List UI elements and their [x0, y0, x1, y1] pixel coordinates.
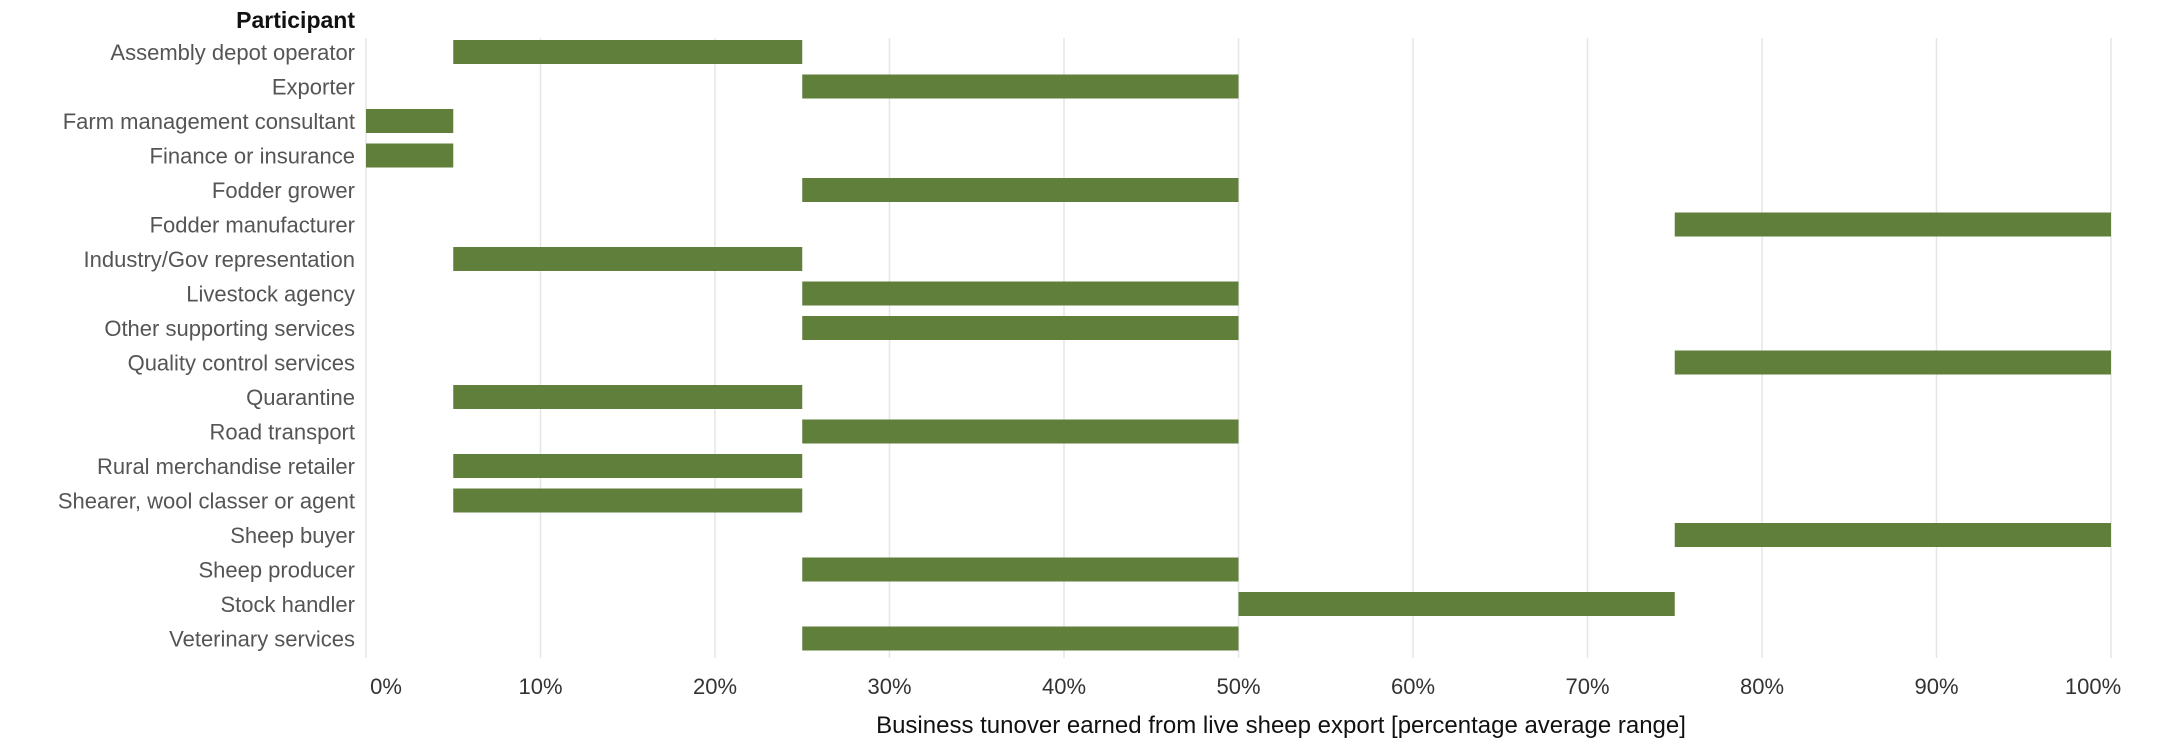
range-bar[interactable] [453, 454, 803, 478]
range-bar[interactable] [1674, 350, 2111, 375]
row-header: Participant [236, 7, 355, 33]
range-bar[interactable] [802, 178, 1239, 202]
category-label: Assembly depot operator [110, 40, 355, 65]
range-bar[interactable] [366, 109, 454, 133]
category-label: Industry/Gov representation [84, 247, 355, 272]
category-label: Finance or insurance [150, 144, 355, 169]
range-bar[interactable] [802, 419, 1239, 444]
category-label: Exporter [272, 75, 355, 100]
x-tick-label: 10% [518, 674, 562, 699]
x-tick-label: 20% [693, 674, 737, 699]
category-label: Quality control services [128, 351, 355, 376]
x-tick-label: 60% [1391, 674, 1435, 699]
range-bar[interactable] [1674, 523, 2111, 547]
category-label: Other supporting services [104, 316, 355, 341]
x-tick-label: 70% [1565, 674, 1609, 699]
bars-group [366, 40, 2111, 651]
category-label: Fodder manufacturer [150, 213, 355, 238]
x-tick-label: 90% [1914, 674, 1958, 699]
category-label: Sheep producer [198, 558, 355, 583]
range-bar[interactable] [1674, 212, 2111, 237]
x-tick-label: 30% [867, 674, 911, 699]
range-bar[interactable] [1238, 592, 1675, 616]
grid-lines [365, 38, 2112, 658]
range-bar[interactable] [802, 626, 1239, 651]
x-tick-label: 40% [1042, 674, 1086, 699]
category-label: Farm management consultant [63, 109, 355, 134]
x-axis-title: Business tunover earned from live sheep … [876, 712, 1686, 739]
range-bar[interactable] [802, 74, 1239, 99]
range-bar[interactable] [802, 316, 1239, 340]
range-bar[interactable] [453, 385, 803, 409]
category-label: Fodder grower [212, 178, 355, 203]
x-tick-label: 50% [1216, 674, 1260, 699]
category-label: Livestock agency [186, 282, 355, 307]
x-tick-labels: 0% 10% 20% 30% 40% 50% 60% 70% 80% 90% 100% [370, 674, 2121, 699]
x-tick-label: 0% [370, 674, 402, 699]
x-tick-label: 100% [2065, 674, 2121, 699]
range-bar[interactable] [802, 281, 1239, 306]
range-bar[interactable] [802, 557, 1239, 582]
range-bar[interactable] [453, 488, 803, 513]
range-bar[interactable] [453, 40, 803, 64]
category-label: Rural merchandise retailer [97, 454, 355, 479]
category-label: Stock handler [220, 592, 355, 617]
x-tick-label: 80% [1740, 674, 1784, 699]
range-bar[interactable] [453, 247, 803, 271]
category-label: Shearer, wool classer or agent [58, 489, 355, 514]
category-label: Road transport [209, 420, 355, 445]
category-label: Sheep buyer [230, 523, 355, 548]
category-label: Quarantine [246, 385, 355, 410]
range-bar[interactable] [366, 143, 454, 168]
category-label: Veterinary services [169, 627, 355, 652]
category-labels: Assembly depot operator Exporter Farm mana… [58, 40, 355, 652]
